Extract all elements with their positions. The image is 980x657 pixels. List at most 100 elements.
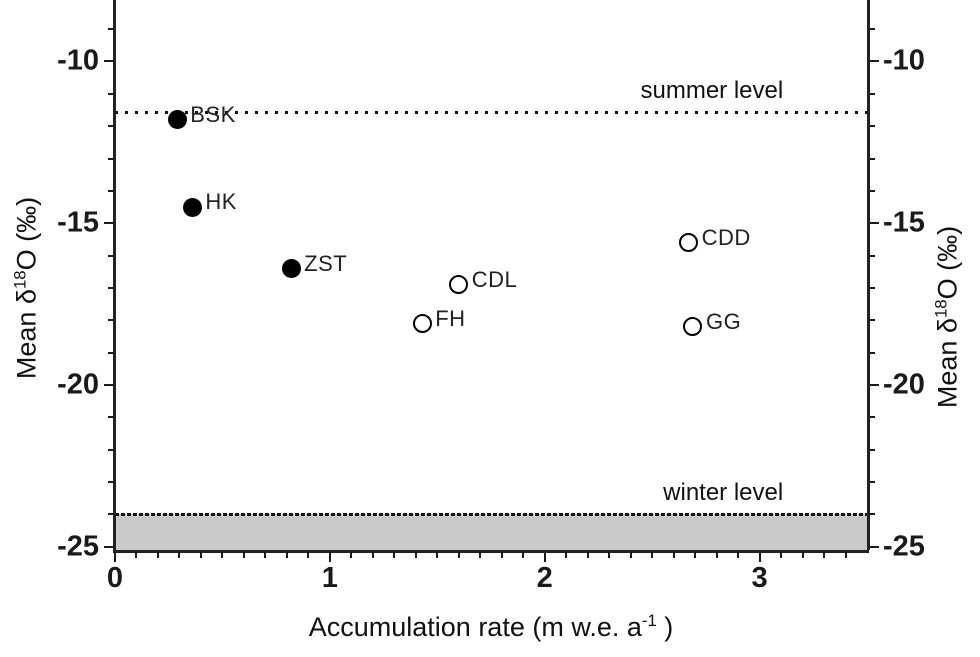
x-minor-tick [672, 552, 675, 558]
y-axis-right [867, 0, 870, 550]
x-minor-tick [823, 552, 826, 558]
y-major-tick-left [104, 60, 113, 63]
data-point-cdd [679, 233, 699, 253]
x-minor-tick [586, 552, 589, 558]
x-title-sup: -1 [641, 611, 657, 630]
x-minor-tick [651, 552, 654, 558]
y-minor-tick-right [869, 319, 875, 322]
y-tick-label-right: -15 [883, 206, 925, 239]
data-point-zst [281, 259, 301, 279]
x-minor-tick [264, 552, 267, 558]
x-minor-tick [694, 552, 697, 558]
data-point-gg [683, 317, 703, 337]
x-minor-tick [801, 552, 804, 558]
winter-band [115, 514, 867, 550]
y-title-left-sup: 18 [10, 270, 30, 290]
point-label-zst: ZST [304, 250, 348, 276]
y-tick-label-right: -20 [883, 368, 925, 401]
y-major-tick-right [869, 384, 879, 386]
y-title-right-sup: 18 [931, 299, 951, 319]
y-minor-tick-left [108, 448, 113, 451]
x-minor-tick [242, 552, 245, 558]
x-minor-tick [178, 552, 181, 558]
y-minor-tick-right [869, 189, 875, 192]
x-minor-tick [844, 552, 847, 558]
point-label-hk: HK [205, 189, 237, 215]
y-major-tick-left [104, 545, 113, 548]
y-axis-title-left: Mean δ18O (‰) [10, 196, 43, 380]
winter-level-label: winter level [663, 479, 784, 507]
y-tick-label-left: -10 [57, 44, 99, 77]
x-minor-tick [285, 552, 288, 558]
x-major-tick [328, 552, 331, 562]
point-label-gg: GG [705, 308, 742, 334]
y-minor-tick-right [869, 481, 875, 484]
y-title-left-suffix: O (‰) [11, 196, 42, 271]
y-minor-tick-left [108, 254, 113, 257]
x-major-tick [543, 552, 546, 562]
summer-level-line [115, 110, 867, 114]
data-point-cdl [449, 275, 469, 295]
y-minor-tick-right [869, 351, 875, 354]
y-major-tick-left [104, 222, 113, 225]
y-minor-tick-left [108, 125, 113, 128]
x-minor-tick [737, 552, 740, 558]
y-tick-label-left: -20 [57, 368, 99, 401]
y-minor-tick-left [108, 416, 113, 419]
y-major-tick-left [104, 384, 113, 386]
x-axis-bottom [113, 550, 869, 553]
y-title-right-suffix: O (‰) [932, 225, 963, 300]
y-minor-tick-right [869, 92, 875, 95]
x-title-main: Accumulation rate (m w.e. a [308, 612, 642, 642]
y-minor-tick-right [869, 28, 875, 31]
y-tick-label-right: -10 [883, 44, 925, 77]
y-minor-tick-right [869, 125, 875, 128]
y-minor-tick-left [108, 481, 113, 484]
x-major-tick [758, 552, 761, 562]
x-tick-label: 3 [751, 562, 768, 594]
x-minor-tick [479, 552, 482, 558]
data-point-hk [182, 197, 202, 217]
y-minor-tick-right [869, 157, 875, 160]
x-major-tick [114, 552, 116, 562]
summer-level-label: summer level [640, 76, 784, 104]
y-minor-tick-right [869, 513, 875, 516]
data-point-fh [412, 314, 432, 334]
y-title-right-prefix: Mean δ [932, 318, 963, 409]
x-minor-tick [414, 552, 417, 558]
y-tick-label-left: -25 [57, 530, 99, 563]
x-minor-tick [436, 552, 439, 558]
y-minor-tick-left [108, 351, 113, 354]
x-tick-label: 0 [106, 562, 124, 594]
x-minor-tick [715, 552, 718, 558]
y-minor-tick-left [108, 92, 113, 95]
y-minor-tick-left [108, 319, 113, 322]
y-major-tick-right [869, 60, 879, 63]
x-title-end: ) [656, 612, 674, 642]
point-label-fh: FH [435, 305, 466, 331]
x-minor-tick [307, 552, 310, 558]
y-minor-tick-left [108, 189, 113, 192]
y-axis-left [113, 0, 116, 550]
x-minor-tick [565, 552, 568, 558]
y-major-tick-right [869, 545, 879, 548]
y-tick-label-right: -25 [883, 530, 925, 563]
y-minor-tick-right [869, 254, 875, 257]
x-tick-label: 2 [536, 562, 553, 594]
y-minor-tick-right [869, 416, 875, 419]
winter-level-line [115, 513, 867, 517]
x-minor-tick [780, 552, 783, 558]
y-axis-title-right: Mean δ18O (‰) [931, 225, 964, 409]
x-minor-tick [500, 552, 503, 558]
x-minor-tick [156, 552, 159, 558]
point-label-bsk: BSK [190, 101, 236, 127]
x-minor-tick [457, 552, 460, 558]
y-minor-tick-right [869, 448, 875, 451]
y-minor-tick-left [108, 286, 113, 289]
x-minor-tick [221, 552, 224, 558]
y-title-left-prefix: Mean δ [11, 289, 42, 380]
x-minor-tick [522, 552, 525, 558]
data-point-bsk [167, 110, 187, 130]
